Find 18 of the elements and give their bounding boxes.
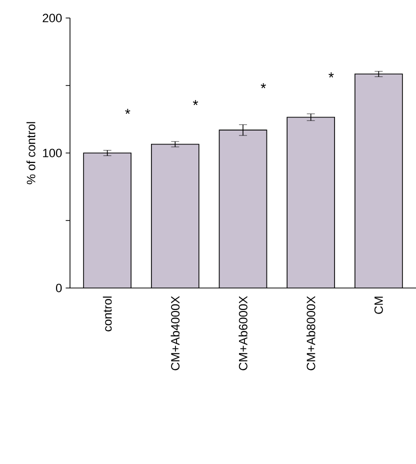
x-tick-label: CM+Ab4000X	[170, 296, 180, 370]
y-tick-label: 100	[43, 148, 62, 158]
y-tick-label: 0	[56, 284, 62, 292]
annotation: *	[125, 108, 130, 114]
y-tick-label: 200	[42, 14, 62, 22]
x-tick-label: control	[102, 296, 112, 332]
annotation: *	[192, 100, 198, 106]
bar	[84, 153, 132, 288]
bar	[151, 144, 199, 288]
bar	[287, 117, 335, 288]
annotation: *	[328, 72, 334, 78]
x-tick-label: CM+Ab6000X	[238, 296, 248, 370]
annotation: *	[260, 83, 266, 88]
y-axis-title: % of control	[26, 122, 36, 184]
bar	[354, 74, 403, 288]
x-tick-label: CM	[374, 296, 383, 314]
bar	[219, 130, 267, 288]
x-tick-label: CM+Ab8000X	[306, 296, 316, 370]
